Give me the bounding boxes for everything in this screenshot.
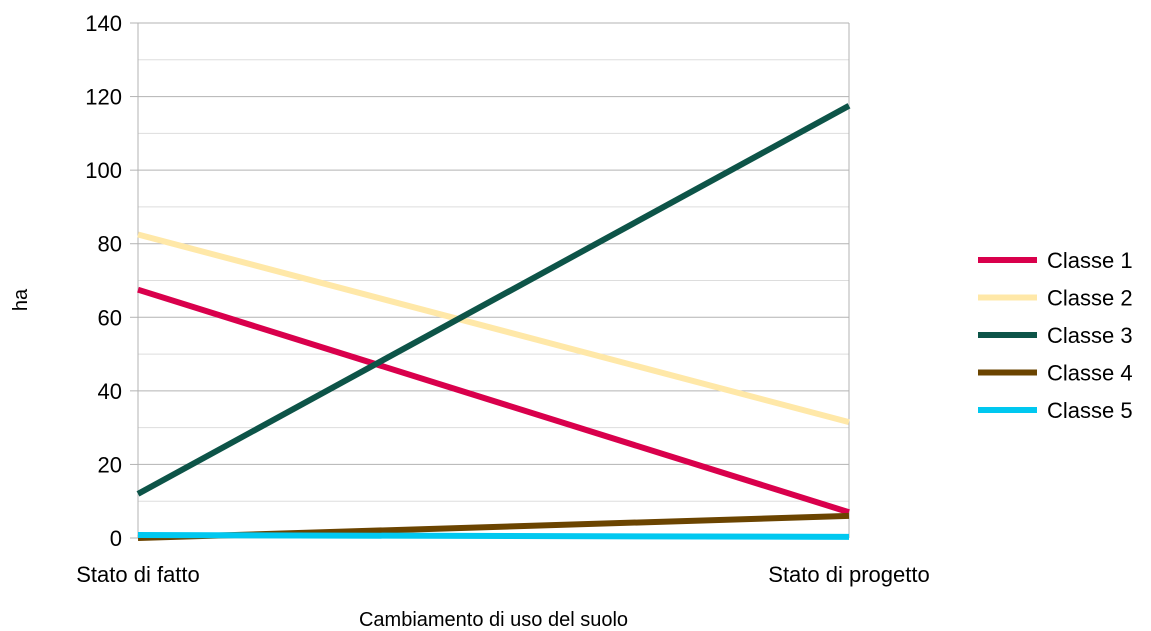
legend-item: Classe 4 (978, 361, 1133, 386)
y-axis-title: ha (10, 288, 32, 311)
y-tick-label: 120 (85, 85, 122, 110)
legend: Classe 1 Classe 2 Classe 3 Classe 4 Classe 5 (978, 248, 1133, 423)
y-tick-label: 60 (98, 305, 122, 330)
legend-label: Classe 5 (1047, 398, 1133, 423)
legend-label: Classe 2 (1047, 286, 1133, 311)
grid (138, 22, 849, 502)
x-axis-ticks: Stato di fatto Stato di progetto (76, 562, 929, 587)
y-tick-label: 80 (98, 232, 122, 257)
legend-item: Classe 2 (978, 286, 1133, 311)
series-line-classe-2 (137, 231, 850, 426)
legend-label: Classe 1 (1047, 248, 1133, 273)
legend-item: Classe 3 (978, 323, 1133, 348)
x-tick-label: Stato di fatto (76, 562, 200, 587)
y-tick-label: 140 (85, 11, 122, 36)
series-lines (136, 103, 851, 541)
legend-item: Classe 1 (978, 248, 1133, 273)
x-axis-title: Cambiamento di uso del suolo (359, 609, 628, 631)
legend-label: Classe 3 (1047, 323, 1133, 348)
y-tick-label: 40 (98, 379, 122, 404)
legend-label: Classe 4 (1047, 361, 1133, 386)
legend-item: Classe 5 (978, 398, 1133, 423)
series-line-classe-1 (137, 286, 850, 516)
y-axis-ticks: 0 20 40 60 80 100 120 140 (85, 11, 122, 551)
y-tick-label: 100 (85, 158, 122, 183)
series-line-classe-3 (136, 103, 851, 497)
x-tick-label: Stato di progetto (768, 562, 929, 587)
series-line-classe-5 (137, 532, 850, 540)
y-tick-label: 20 (98, 452, 122, 477)
y-tick-label: 0 (110, 526, 122, 551)
